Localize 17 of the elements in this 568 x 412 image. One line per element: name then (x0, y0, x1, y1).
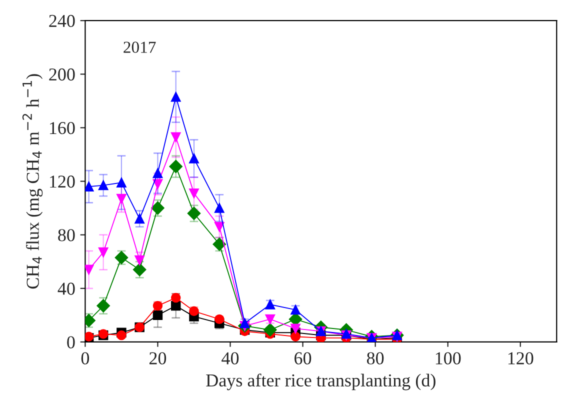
x-tick-label: 60 (294, 352, 312, 364)
y-tick-label: 40 (58, 282, 75, 295)
y-tick-label: 0 (67, 336, 75, 348)
y-tick-label: 160 (50, 122, 75, 134)
y-tick-label: 80 (58, 229, 75, 242)
annotation: 2017 (124, 42, 156, 53)
x-tick-label: 100 (436, 352, 461, 364)
y-tick-label: 200 (49, 68, 75, 81)
x-tick-label: 20 (149, 352, 166, 364)
y-tick-label: 240 (49, 14, 75, 28)
x-axis-title: Days after rice transplanting (d) (206, 374, 436, 390)
x-tick-label: 80 (366, 352, 384, 364)
x-tick-label: 120 (508, 352, 534, 364)
x-tick-label: 0 (81, 352, 90, 364)
text: CH$_{4}$ flux (mg CH$_{4}$ m$^{−2}$ h$^{−1}$) (22, 74, 43, 289)
x-tick-label: 40 (222, 352, 239, 364)
y-tick-label: 120 (50, 176, 75, 188)
